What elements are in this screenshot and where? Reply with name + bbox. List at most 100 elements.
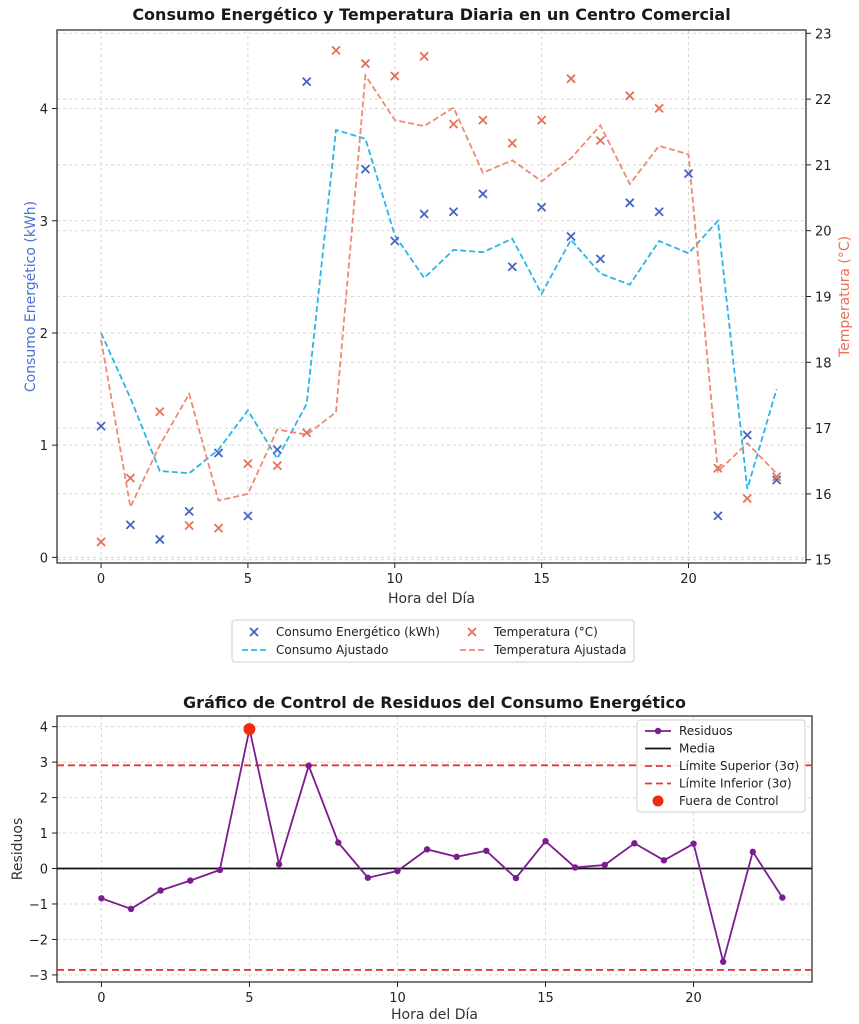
energy-point-stroke [360, 164, 371, 174]
y-tick-label: 3 [40, 215, 48, 230]
temp-point [213, 523, 224, 533]
residual-point [512, 874, 520, 882]
residual-point [631, 840, 638, 847]
energy-point [654, 207, 664, 217]
energy-point [595, 254, 606, 264]
energy-point [507, 262, 517, 272]
temp-point [566, 74, 576, 84]
energy-point-stroke [125, 520, 136, 530]
residual-point [542, 837, 549, 845]
y-tick-label: 4 [40, 103, 48, 118]
residual-point [453, 853, 460, 861]
temp-point-stroke [272, 460, 282, 471]
temp-point-stroke [507, 138, 517, 148]
energy-point [125, 520, 136, 530]
temp-point-stroke [390, 71, 400, 81]
energy-point [419, 209, 429, 219]
energy-point-stroke [566, 231, 576, 242]
temp-point [654, 103, 664, 113]
energy-fit-line [100, 128, 778, 490]
legend-box-2 [636, 719, 806, 813]
temp-point [595, 135, 606, 146]
temp-point [448, 119, 459, 129]
energy-point-stroke [419, 209, 429, 219]
legend-label: Consumo Energético (kWh) [276, 625, 440, 639]
temp-point [537, 115, 547, 125]
y-tick-label: −1 [29, 898, 48, 913]
energy-point [771, 475, 782, 485]
temp-point-stroke [448, 119, 459, 129]
x-tick-label: 5 [245, 991, 253, 1006]
y-tick-label: 2 [40, 327, 48, 342]
energy-point-stroke [625, 198, 635, 208]
energy-point-stroke [537, 202, 547, 212]
temp-point-stroke [742, 493, 752, 504]
y-tick-label: −3 [29, 969, 48, 984]
energy-point [713, 511, 723, 521]
temp-point-stroke [155, 407, 165, 417]
temp-point [742, 493, 752, 504]
temp-point [360, 58, 371, 69]
x-tick-label: 20 [685, 991, 702, 1006]
y-axis-label-left: Consumo Energético (kWh) [23, 201, 39, 392]
y-right-tick-label: 16 [815, 488, 832, 503]
residual-point [187, 877, 194, 884]
energy-point-stroke [595, 254, 606, 264]
temp-point [331, 45, 341, 56]
y-right-tick-label: 19 [815, 291, 832, 306]
energy-point-stroke [243, 511, 253, 521]
residual-point [719, 958, 727, 965]
residual-point [98, 895, 105, 902]
energy-point [213, 448, 224, 458]
temp-point-stroke [654, 103, 664, 113]
energy-point [272, 445, 282, 455]
energy-point [360, 164, 371, 174]
temp-point [419, 51, 429, 61]
energy-point [184, 506, 194, 517]
residual-point [601, 861, 608, 869]
y-right-tick-label: 20 [815, 225, 832, 240]
temp-point [478, 115, 488, 125]
energy-point [537, 202, 547, 212]
energy-point [742, 430, 752, 440]
temp-point-stroke [331, 45, 341, 56]
energy-point-stroke [213, 448, 224, 458]
temp-point-stroke [96, 537, 106, 547]
y-right-tick-label: 18 [815, 356, 832, 371]
energy-point-stroke [654, 207, 664, 217]
residual-point [690, 840, 697, 847]
legend-label: Temperatura (°C) [493, 625, 598, 639]
y-right-tick-label: 17 [815, 422, 832, 437]
energy-point-stroke [390, 236, 400, 246]
energy-point [566, 231, 576, 242]
y-right-tick-label: 15 [815, 554, 832, 569]
y-tick-label: 0 [40, 551, 48, 566]
y-right-tick-label: 23 [815, 27, 832, 42]
legend-marker [652, 795, 664, 807]
temp-point [771, 472, 782, 482]
energy-point-stroke [478, 189, 488, 199]
temp-point-stroke [302, 428, 312, 438]
temp-point-stroke [625, 91, 635, 101]
x-tick-label: 20 [680, 572, 697, 587]
temp-point [243, 459, 253, 469]
x-tick-label: 15 [537, 991, 554, 1006]
legend-marker [654, 727, 662, 735]
x-tick-label: 0 [97, 572, 105, 587]
energy-point-stroke [742, 430, 752, 440]
temp-point-stroke [771, 472, 782, 482]
legend-marker-stroke [467, 627, 477, 637]
residual-point [364, 874, 372, 881]
residual-point [127, 905, 135, 913]
residual-point [660, 857, 668, 864]
residual-point [335, 839, 342, 846]
residual-point [571, 864, 579, 871]
temp-point [184, 520, 194, 531]
temp-point-stroke [125, 473, 136, 483]
energy-point-stroke [448, 207, 459, 217]
residual-point [749, 848, 756, 856]
energy-point-stroke [272, 445, 282, 455]
residual-point [779, 894, 786, 901]
